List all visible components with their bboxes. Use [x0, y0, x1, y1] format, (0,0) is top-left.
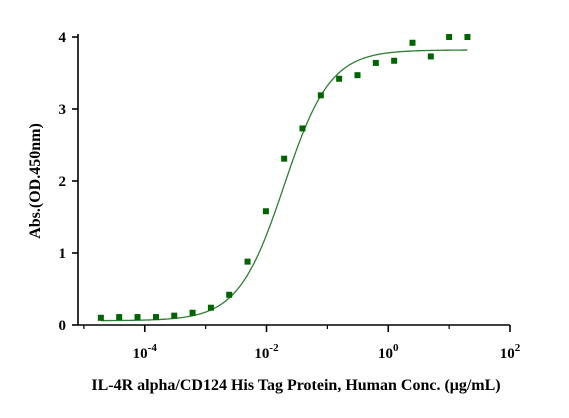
- y-tick-label: 1: [59, 246, 67, 262]
- data-point: [244, 258, 251, 265]
- data-point: [299, 125, 306, 132]
- y-tick-label: 2: [59, 174, 67, 190]
- y-tick-label: 4: [59, 30, 67, 46]
- axes: 0 1 2 3 4 10-4 10-2 100 102: [59, 30, 521, 362]
- y-axis-label: Abs.(OD.450nm): [27, 123, 44, 239]
- y-tick-label: 3: [59, 102, 67, 118]
- x-tick-label: 100: [378, 342, 399, 362]
- data-point: [171, 312, 178, 319]
- data-point: [281, 155, 288, 162]
- data-point: [262, 208, 269, 215]
- y-tick-label: 0: [59, 318, 67, 334]
- plot-area: [97, 34, 471, 322]
- data-point: [189, 309, 196, 316]
- data-point: [97, 314, 104, 321]
- data-point: [134, 314, 141, 321]
- data-point: [372, 59, 379, 66]
- data-point: [464, 34, 471, 40]
- x-tick-label: 102: [500, 342, 521, 362]
- data-point: [354, 72, 361, 79]
- data-point: [427, 53, 434, 60]
- fit-curve: [100, 49, 468, 322]
- data-point: [317, 92, 324, 99]
- data-point: [446, 34, 453, 40]
- x-tick-label: 10-4: [133, 342, 158, 362]
- x-tick-label: 10-2: [254, 342, 279, 362]
- data-point: [391, 57, 398, 64]
- data-point: [336, 75, 343, 82]
- x-axis-label: IL-4R alpha/CD124 His Tag Protein, Human…: [91, 377, 500, 394]
- data-point: [409, 39, 416, 46]
- data-point: [116, 314, 123, 321]
- data-point: [226, 291, 233, 298]
- data-point: [207, 304, 214, 311]
- data-point: [153, 314, 160, 321]
